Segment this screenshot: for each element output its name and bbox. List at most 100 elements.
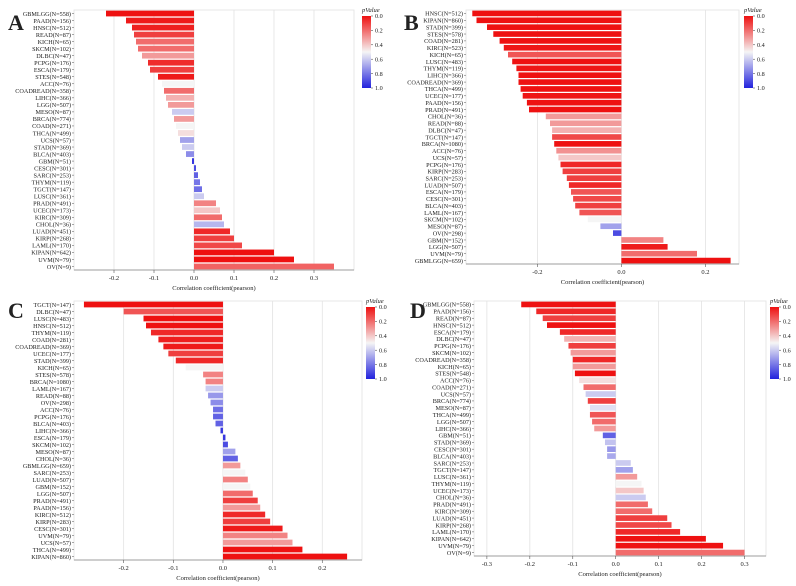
bar [126,17,194,24]
bar [587,216,622,223]
category-label: KIRP(N=268) [436,522,471,529]
panel-letter: D [410,298,426,323]
category-label: SARC(N=253) [33,470,71,477]
bar [162,80,194,87]
category-label: CESC(N=301) [426,196,463,203]
x-tick-label: 0.2 [698,561,706,568]
bar [168,350,223,357]
bar [176,123,194,129]
category-label: STAD(N=369) [434,440,471,447]
x-tick-label: 0.2 [701,269,709,276]
category-label: ACC(N=76) [440,378,471,385]
x-tick-label: 0.0 [612,561,620,568]
bar [222,553,348,560]
bar [168,101,194,108]
bar [194,242,242,249]
x-tick-label: 0.3 [310,275,318,282]
bar [522,92,622,99]
x-tick-label: 0.1 [655,561,663,568]
category-label: HNSC(N=512) [425,11,463,18]
x-tick-label: -0.1 [568,561,578,568]
panel-letter: B [404,10,419,35]
bar [222,455,238,462]
category-label: CHOL(N=36) [428,114,463,121]
category-label: BRCA(N=1080) [30,379,71,386]
bar [615,535,706,542]
category-label: KICH(N=65) [438,364,471,371]
bar [554,141,622,147]
category-label: COADREAD(N=358) [415,357,471,364]
category-label: PAAD(N=156) [33,505,71,512]
bar [178,130,194,136]
category-label: ACC(N=76) [40,81,71,88]
bar [194,221,224,228]
panel-a: AGBMLGG(N=558)PAAD(N=156)HNSC(N=512)READ… [8,7,383,292]
bar [518,79,622,85]
x-axis-label: Correlation coefficient(pearson) [578,571,661,578]
bar [621,237,664,243]
legend-tick-label: 1.0 [783,376,791,383]
bar [621,257,731,264]
category-label: TGCT(N=147) [33,302,71,309]
bar [560,161,622,168]
bar [621,250,697,257]
bar [148,59,194,66]
bar [146,322,223,329]
legend-tick-label: 0.0 [375,13,383,20]
category-label: KIPAN(N=860) [423,18,463,25]
bar [222,511,266,518]
bar [602,432,616,439]
bar [589,411,616,418]
category-label: CHOL(N=36) [36,222,71,229]
category-label: KIRC(N=309) [435,509,471,516]
bar [194,235,234,242]
bar [503,44,622,51]
category-label: KIRC(N=523) [427,45,463,52]
legend-tick-label: 0.2 [757,28,765,35]
bar [487,24,622,30]
bar [518,72,622,79]
category-label: LAML(N=170) [432,529,471,536]
category-label: STAD(N=399) [34,358,71,365]
bar [587,398,616,404]
bar [574,370,616,377]
bar [142,52,194,59]
bar [194,207,220,214]
category-label: KIPAN(N=860) [31,554,71,561]
bar [222,448,236,455]
category-label: BLCA(N=403) [425,203,463,210]
category-label: DLBC(N=47) [36,53,71,60]
bar [575,202,622,209]
category-label: SARC(N=253) [425,175,463,182]
category-label: UCS(N=57) [41,137,71,144]
x-tick-label: -0.2 [109,275,119,282]
legend-tick-label: 0.0 [379,304,387,311]
legend-colorbar [362,16,371,88]
category-label: MESO(N=87) [436,405,471,412]
bar [123,308,223,315]
bar [607,446,616,453]
category-label: KIRC(N=512) [35,512,71,519]
bar [134,31,194,38]
bar [163,343,223,350]
legend-tick-label: 1.0 [375,85,383,92]
category-label: UCS(N=57) [441,391,471,398]
category-label: BLCA(N=403) [433,453,471,460]
bar [564,336,616,342]
legend-tick-label: 0.2 [375,28,383,35]
category-label: GBM(N=51) [39,158,71,165]
bar [210,399,223,406]
bar [559,329,616,335]
category-label: OV(N=9) [47,264,71,271]
bar [186,151,194,157]
category-label: BRCA(N=774) [33,116,71,123]
x-tick-label: 0.2 [270,275,278,282]
bar [172,109,194,115]
bar [194,200,216,207]
category-label: THCA(N=499) [33,130,71,137]
x-tick-label: 0.2 [318,565,326,572]
category-label: COADREAD(N=369) [15,344,71,351]
bar [615,529,681,535]
x-tick-label: 0.0 [190,275,198,282]
legend-title: pValue [365,298,384,305]
